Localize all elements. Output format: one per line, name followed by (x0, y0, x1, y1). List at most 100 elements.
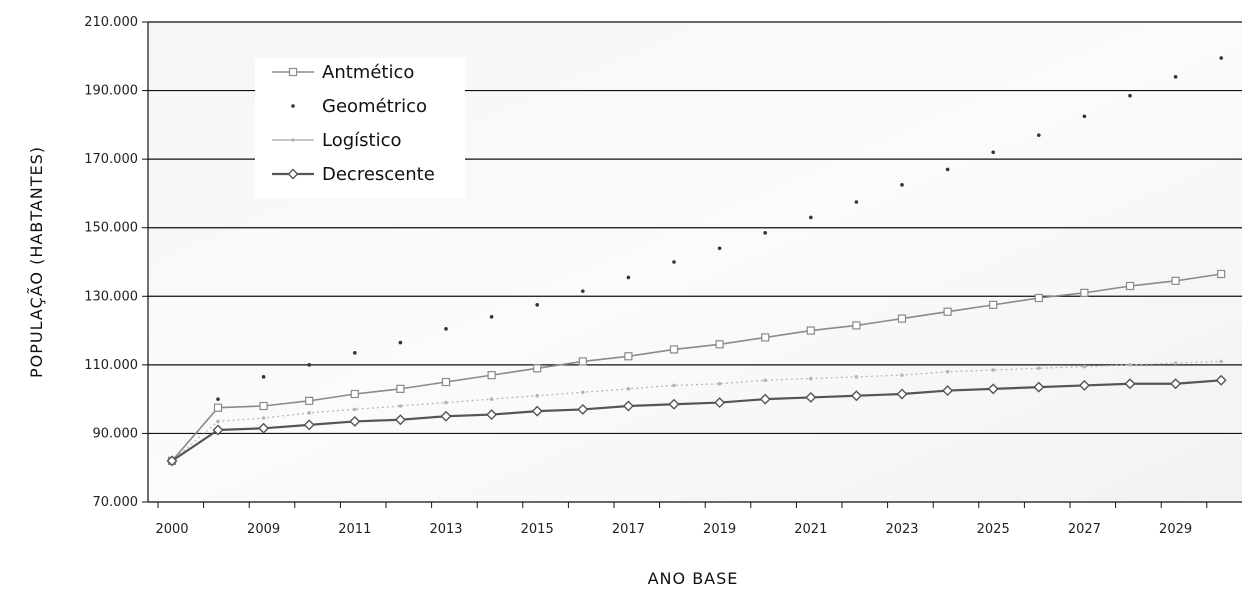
series-line-Antmético (171, 273, 1222, 462)
point-Logístico-2010 (307, 411, 312, 415)
point-Decrescente-2008 (212, 424, 224, 436)
point-Geométrico-2022 (854, 200, 859, 204)
point-Geométrico-2016 (581, 289, 585, 293)
point-Antmético-2008 (213, 403, 223, 412)
point-Geométrico-2014 (489, 315, 494, 319)
point-Geométrico-2018 (672, 260, 676, 264)
x-tick-label-2021: 2021 (794, 522, 827, 537)
point-Decrescente-2028 (1124, 378, 1136, 390)
point-Decrescente-2017 (622, 400, 634, 412)
y-tick-label-2: 110.000 (84, 358, 138, 373)
legend-label-Geométrico: Geométrico (322, 96, 427, 117)
series-layer (166, 56, 1227, 467)
point-Logístico-2018 (672, 383, 676, 388)
point-Antmético-2024 (943, 307, 952, 316)
point-Geométrico-2008 (216, 397, 220, 401)
point-Decrescente-2012 (394, 414, 406, 426)
point-Geométrico-2024 (945, 167, 950, 172)
y-axis-title: POPULAÇÃO (HABTANTES) (27, 146, 46, 378)
point-Geométrico-2015 (535, 303, 539, 307)
x-tick-label-2015: 2015 (521, 522, 554, 537)
axes (142, 21, 1242, 508)
point-Logístico-2014 (489, 397, 494, 401)
point-Logístico-2015 (535, 393, 539, 398)
series-Antmético (167, 269, 1226, 465)
point-Antmético-2026 (1034, 293, 1043, 303)
y-tick-label-4: 150.000 (84, 221, 138, 236)
point-Decrescente-2000 (166, 455, 178, 467)
point-Logístico-2026 (1037, 366, 1041, 371)
y-tick-label-0: 70.000 (93, 495, 139, 510)
y-tick-label-3: 130.000 (84, 289, 138, 304)
x-tick-label-2000: 2000 (155, 522, 188, 537)
point-Antmético-2030 (1217, 269, 1226, 279)
point-Logístico-2027 (1082, 364, 1087, 369)
x-axis-title: ANO BASE (648, 569, 739, 588)
legend: Antmético Geométrico Logístico Decrescente (255, 58, 465, 198)
point-Geométrico-2013 (444, 327, 448, 331)
point-Logístico-2023 (900, 373, 904, 377)
series-line-Decrescente (171, 379, 1222, 462)
point-Antmético-2027 (1080, 288, 1089, 297)
x-tick-label-2029: 2029 (1159, 522, 1192, 537)
point-Antmético-2029 (1171, 276, 1180, 285)
point-Logístico-2022 (854, 375, 859, 379)
point-Antmético-2010 (305, 396, 314, 405)
point-Antmético-2009 (259, 401, 268, 411)
legend-marker-Decrescente (287, 168, 299, 180)
point-Decrescente-2019 (714, 397, 726, 409)
x-tick-label-2011: 2011 (338, 522, 371, 537)
point-Geométrico-2012 (398, 340, 403, 345)
point-Decrescente-2009 (258, 422, 270, 434)
point-Decrescente-2021 (805, 391, 817, 403)
point-Geométrico-2011 (353, 351, 357, 355)
point-Antmético-2013 (441, 377, 451, 387)
gridlines (148, 21, 1242, 435)
y-tick-label-5: 170.000 (84, 152, 138, 167)
point-Geométrico-2025 (991, 150, 995, 155)
point-Decrescente-2011 (349, 415, 361, 427)
point-Geométrico-2029 (1173, 75, 1178, 79)
point-Decrescente-2014 (486, 409, 498, 421)
point-Decrescente-2010 (303, 419, 315, 431)
point-Decrescente-2027 (1078, 379, 1090, 391)
y-tick-label-6: 190.000 (84, 84, 138, 99)
x-tick-label-2017: 2017 (612, 522, 645, 537)
x-tick-label-2023: 2023 (885, 522, 918, 537)
series-Geométrico (170, 56, 1223, 463)
point-Logístico-2009 (261, 416, 266, 420)
point-Decrescente-2026 (1033, 381, 1045, 393)
point-Antmético-2017 (624, 352, 633, 361)
legend-item-Geométrico: Geométrico (291, 96, 427, 117)
x-tick-labels: 2000 2009 2011 2013 2015 2017 2019 2021 2023 2025… (155, 522, 1192, 537)
point-Decrescente-2015 (531, 405, 543, 417)
legend-label-Antmético: Antmético (322, 62, 414, 83)
point-Antmético-2012 (396, 384, 405, 393)
point-Geométrico-2023 (900, 183, 904, 187)
point-Decrescente-2023 (896, 388, 908, 400)
legend-marker-Geométrico (291, 104, 295, 108)
point-Geométrico-2021 (809, 215, 813, 220)
legend-item-Decrescente: Decrescente (272, 164, 435, 185)
point-Logístico-2030 (1219, 359, 1223, 364)
point-Logístico-2017 (626, 387, 631, 391)
y-tick-label-1: 90.000 (93, 426, 139, 441)
point-Decrescente-2020 (759, 393, 771, 405)
point-Logístico-2011 (353, 407, 357, 412)
point-Logístico-2028 (1128, 363, 1132, 367)
point-Geométrico-2026 (1037, 133, 1041, 137)
point-Logístico-2016 (581, 390, 585, 395)
point-Decrescente-2030 (1215, 374, 1227, 386)
legend-label-Decrescente: Decrescente (322, 164, 435, 185)
legend-label-Logístico: Logístico (322, 130, 402, 151)
point-Geométrico-2009 (261, 375, 266, 379)
legend-item-Antmético: Antmético (272, 62, 414, 83)
point-Antmético-2015 (533, 364, 542, 373)
x-tick-label-2025: 2025 (977, 522, 1010, 537)
point-Logístico-2008 (216, 419, 220, 424)
point-Decrescente-2018 (668, 398, 680, 410)
point-Decrescente-2024 (942, 385, 954, 397)
legend-marker-Antmético (288, 67, 298, 77)
point-Logístico-2021 (809, 376, 813, 381)
